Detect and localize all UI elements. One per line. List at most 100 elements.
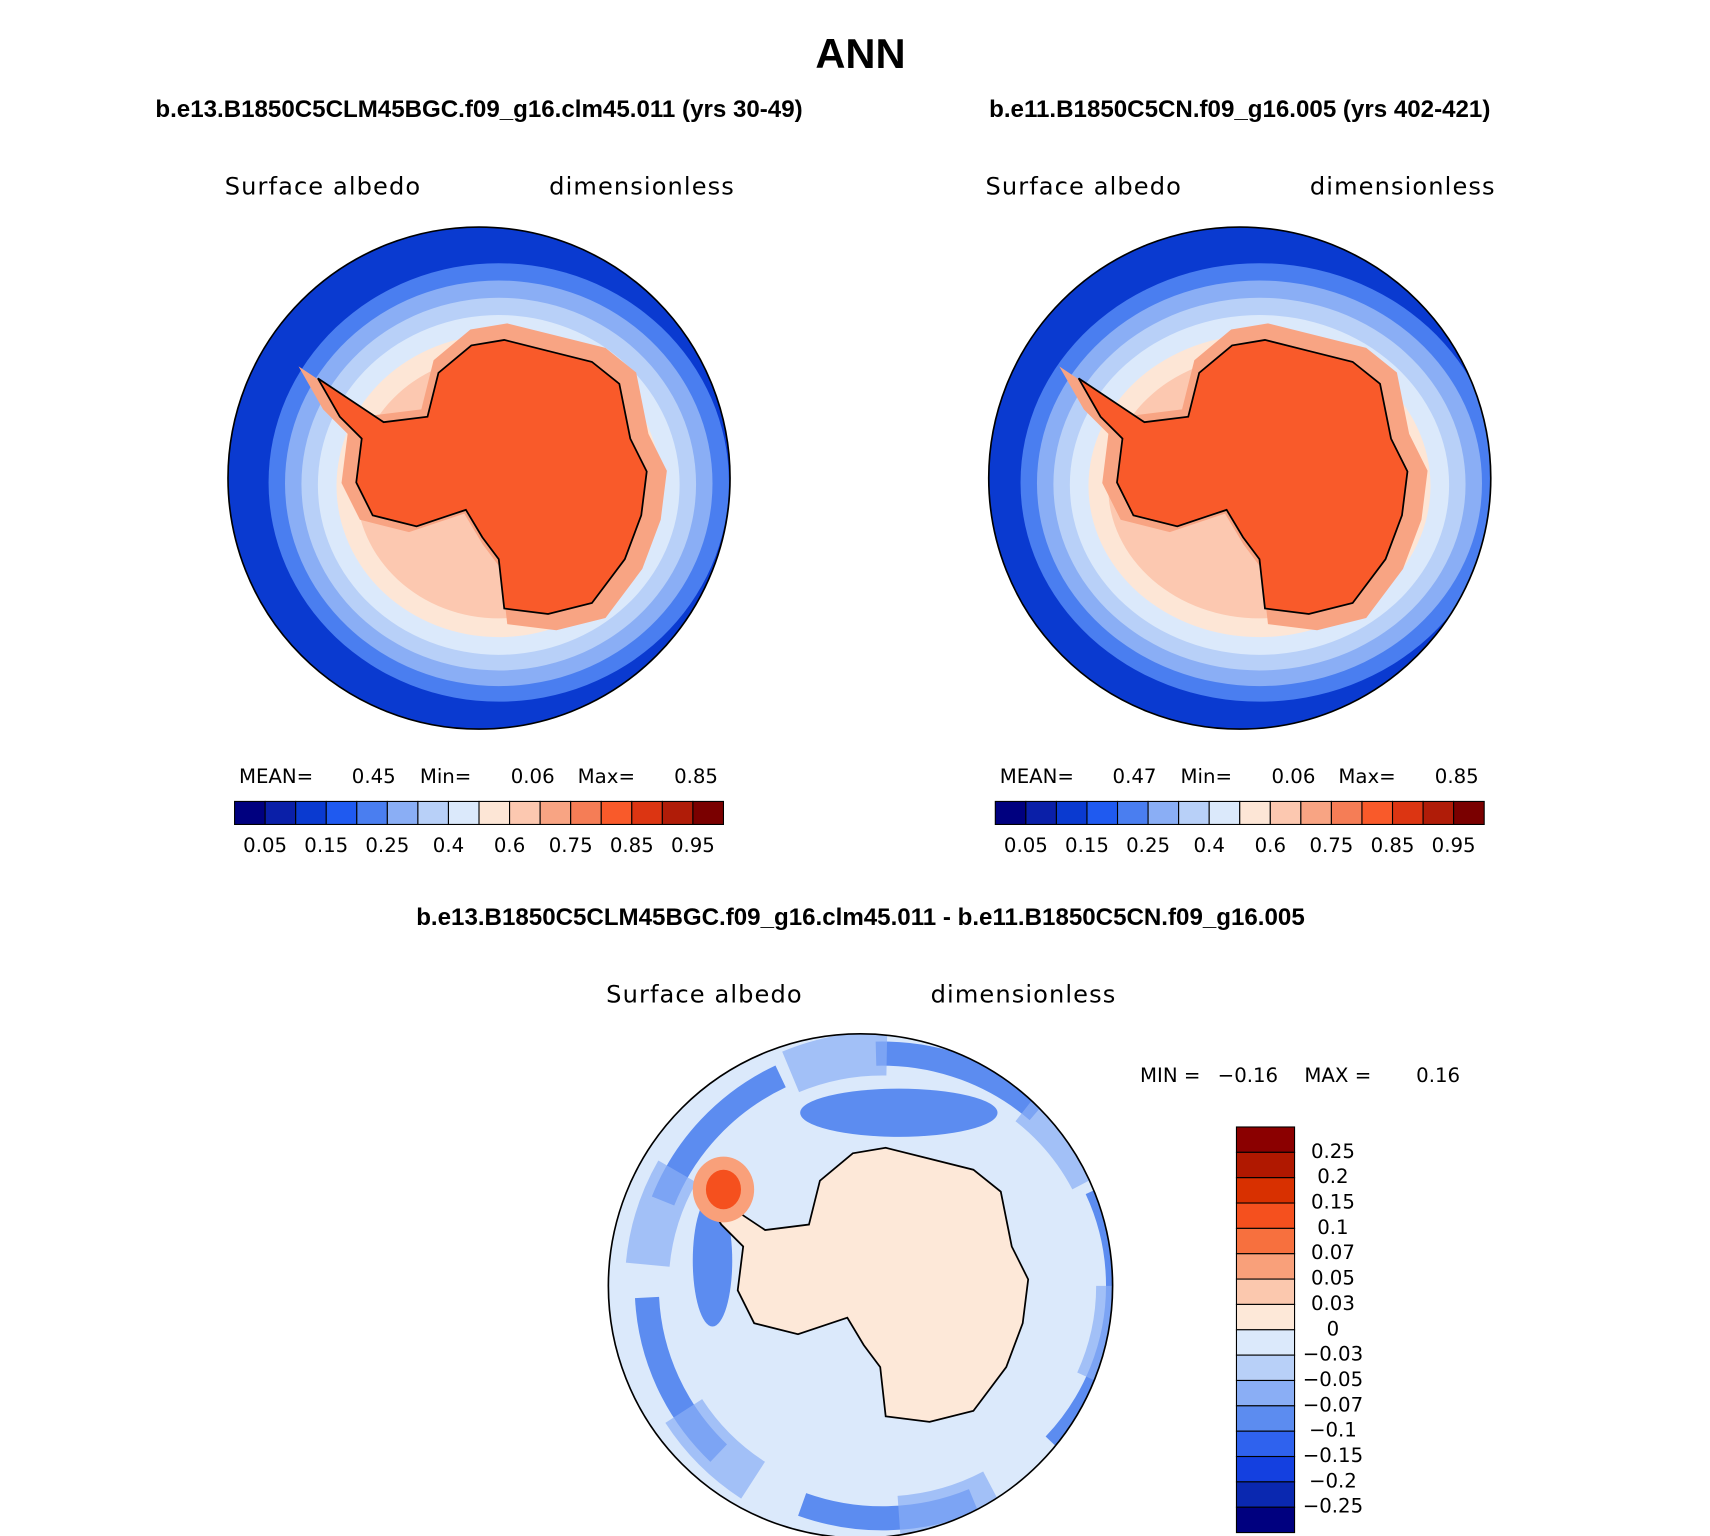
colorbar-label: 0.95 [671, 834, 715, 857]
colorbar-box [1235, 1481, 1296, 1508]
colorbar-label: 0.6 [494, 834, 525, 857]
colorbar-label: −0.1 [1309, 1419, 1357, 1442]
colorbar-box [1269, 800, 1302, 826]
colorbar-label: 0.2 [1317, 1165, 1348, 1188]
colorbar-box [1116, 800, 1149, 826]
colorbar-box [1235, 1151, 1296, 1179]
colorbar-box [1086, 800, 1119, 826]
colorbar-box [692, 800, 725, 826]
colorbar-box [478, 800, 511, 826]
colorbar-box [295, 800, 327, 826]
colorbar-box [1235, 1379, 1296, 1407]
stat-value: −0.16 [1218, 1064, 1278, 1087]
stat-label: MEAN= [1000, 765, 1074, 788]
colorbar-label: 0.15 [1065, 834, 1109, 857]
colorbar-label: −0.2 [1309, 1469, 1357, 1492]
colorbar-box [1025, 800, 1057, 826]
map [608, 1033, 1113, 1536]
colorbar-box [509, 800, 541, 826]
panel-title: b.e13.B1850C5CLM45BGC.f09_g16.clm45.011 … [416, 904, 1305, 931]
colorbar-box [1239, 800, 1271, 826]
colorbar-box [631, 800, 663, 826]
map-border [227, 226, 731, 730]
colorbar-label: 0.25 [365, 834, 409, 857]
contour-band [692, 1194, 733, 1327]
colorbar-box [1235, 1253, 1296, 1280]
colorbar-box [1147, 800, 1180, 826]
colorbar-label: 0.75 [549, 834, 593, 857]
colorbar-box [1235, 1455, 1296, 1483]
units-label: dimensionless [1310, 173, 1496, 201]
stat-value: 0.45 [352, 765, 396, 788]
colorbar-label: −0.07 [1303, 1393, 1363, 1416]
stat-value: 0.85 [674, 765, 718, 788]
colorbar-box [539, 800, 572, 826]
colorbar-box [1235, 1303, 1296, 1331]
units-label: dimensionless [549, 173, 735, 201]
stat-value: 0.47 [1113, 765, 1157, 788]
colorbar-box [1300, 800, 1332, 826]
colorbar-label: 0.75 [1309, 834, 1353, 857]
contour-band [800, 1088, 998, 1137]
map-border [987, 226, 1492, 730]
colorbar-label: 0 [1327, 1317, 1340, 1340]
stat-value: 0.16 [1416, 1064, 1460, 1087]
colorbar-box [600, 800, 633, 826]
colorbar-box [417, 800, 450, 826]
colorbar-box [994, 800, 1027, 826]
colorbar-box [1235, 1227, 1296, 1255]
colorbar-box [1235, 1430, 1296, 1458]
colorbar-label: 0.85 [1371, 834, 1415, 857]
stat-label: Max= [578, 765, 635, 788]
stat-value: 0.85 [1435, 765, 1479, 788]
colorbar-label: 0.15 [1311, 1191, 1355, 1214]
colorbar-box [1235, 1506, 1296, 1534]
stat-value: 0.06 [1271, 765, 1315, 788]
stat-label: MEAN= [239, 765, 313, 788]
stat-label: Min= [1181, 765, 1233, 788]
colorbar-label: 0.05 [1311, 1267, 1355, 1290]
colorbar-label: 0.15 [304, 834, 348, 857]
variable-label: Surface albedo [225, 173, 422, 201]
colorbar-box [1235, 1354, 1296, 1382]
colorbar-box [1235, 1177, 1296, 1204]
colorbar-box [1453, 800, 1485, 826]
contour-band [705, 1169, 741, 1210]
contour-band [624, 1033, 1113, 1536]
colorbar-label: 0.25 [1311, 1140, 1355, 1163]
colorbar-box [661, 800, 694, 826]
colorbar-box [1235, 1329, 1296, 1356]
panel-title: b.e13.B1850C5CLM45BGC.f09_g16.clm45.011 … [155, 96, 802, 123]
colorbar-label: −0.05 [1303, 1368, 1363, 1391]
colorbar-box [570, 800, 602, 826]
map-border [607, 1033, 1114, 1536]
colorbar-label: 0.1 [1317, 1216, 1348, 1239]
colorbar-box [447, 800, 480, 826]
panel-title: b.e11.B1850C5CN.f09_g16.005 (yrs 402-421… [989, 96, 1490, 123]
colorbar-box [234, 800, 266, 826]
colorbar-box [1361, 800, 1394, 826]
colorbar-box [1422, 800, 1455, 826]
colorbar-label: 0.6 [1255, 834, 1286, 857]
map [988, 227, 1491, 730]
colorbar-label: −0.15 [1303, 1444, 1363, 1467]
colorbar-box [1178, 800, 1210, 826]
variable-label: Surface albedo [606, 980, 803, 1008]
colorbar-label: 0.05 [1004, 834, 1048, 857]
colorbar-box [386, 800, 419, 826]
stat-label: Min= [420, 765, 472, 788]
colorbar-label: 0.85 [610, 834, 654, 857]
colorbar-box [1391, 800, 1424, 826]
colorbar-label: 0.4 [1194, 834, 1225, 857]
colorbar-label: 0.05 [243, 834, 287, 857]
colorbar-label: 0.07 [1311, 1241, 1355, 1264]
colorbar-box [1235, 1278, 1296, 1305]
units-label: dimensionless [931, 980, 1117, 1008]
colorbar-box [1235, 1126, 1296, 1153]
stat-value: 0.06 [511, 765, 555, 788]
colorbar-box [1208, 800, 1241, 826]
colorbar-label: 0.03 [1311, 1292, 1355, 1315]
stat-label: MAX = [1304, 1064, 1371, 1087]
colorbar-box [264, 800, 297, 826]
